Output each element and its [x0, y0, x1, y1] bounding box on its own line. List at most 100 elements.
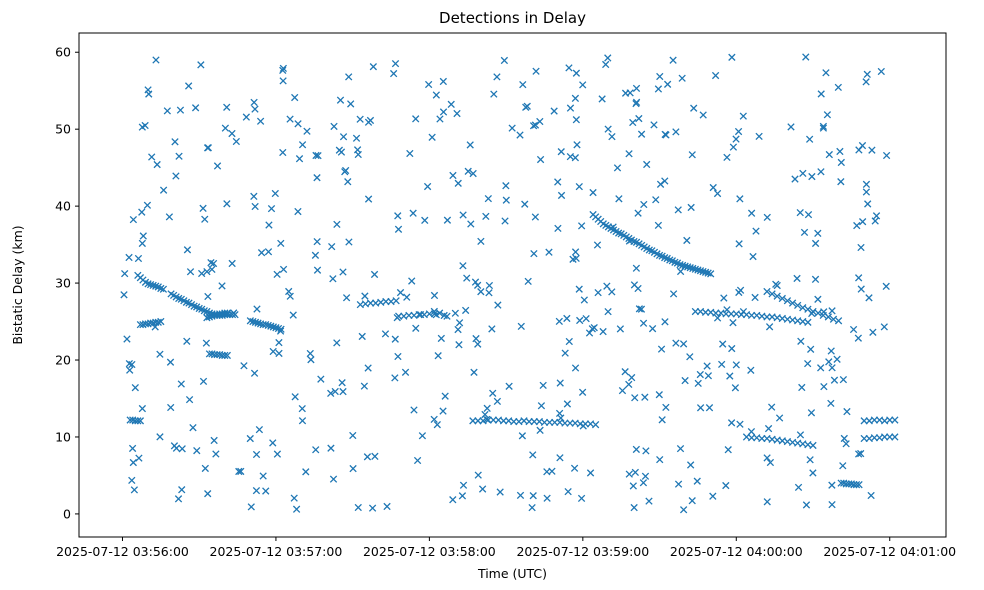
detection-point	[269, 323, 278, 331]
detection-point	[632, 445, 641, 454]
detection-point	[661, 254, 669, 262]
detection-point	[246, 317, 255, 325]
detection-point	[267, 204, 276, 213]
detection-point	[410, 406, 418, 414]
detection-point	[306, 349, 314, 358]
detection-point	[679, 340, 688, 348]
detection-point	[151, 323, 159, 331]
detection-point	[459, 481, 468, 489]
detection-point	[699, 267, 707, 276]
detection-point	[711, 71, 720, 80]
detection-point	[461, 306, 470, 315]
detection-point	[863, 70, 871, 78]
x-axis-title: Time (UTC)	[477, 566, 547, 581]
detection-point	[687, 203, 695, 212]
detection-point	[204, 292, 212, 301]
detection-point	[735, 240, 743, 248]
detection-point	[608, 288, 616, 296]
detection-point	[642, 447, 650, 455]
detection-point	[246, 434, 254, 443]
detection-point	[141, 121, 149, 130]
detection-point	[381, 330, 390, 338]
detection-point	[393, 314, 401, 322]
detection-point	[613, 164, 622, 172]
detection-point	[854, 450, 863, 458]
detection-point	[345, 238, 353, 246]
detection-point	[604, 307, 612, 316]
detection-point	[747, 209, 756, 217]
detection-point	[136, 417, 145, 425]
detection-point	[123, 335, 131, 343]
detection-point	[634, 209, 642, 217]
detection-point	[618, 386, 627, 395]
detection-point	[313, 266, 322, 274]
detection-point	[694, 266, 702, 274]
detection-point	[477, 288, 485, 296]
detection-point	[839, 375, 848, 384]
detection-point	[455, 341, 463, 349]
detection-point	[707, 270, 715, 278]
detection-point	[205, 313, 214, 321]
detection-point	[483, 415, 491, 424]
detection-point	[251, 105, 259, 113]
detection-point	[403, 293, 411, 301]
detection-point	[723, 306, 731, 314]
detection-point	[720, 294, 728, 302]
detection-point	[543, 468, 551, 476]
detection-point	[578, 388, 587, 396]
detection-point	[763, 213, 771, 222]
detection-point	[269, 439, 277, 447]
detection-point	[356, 115, 364, 123]
detection-point	[808, 309, 816, 318]
detection-point	[593, 241, 602, 249]
detection-point	[516, 491, 525, 500]
detection-point	[391, 374, 399, 382]
detection-point	[731, 384, 740, 392]
x-tick-label: 2025-07-12 04:01:00	[823, 544, 956, 559]
detection-point	[218, 282, 226, 290]
detection-point	[768, 403, 776, 411]
detection-point	[508, 124, 516, 132]
detection-point	[732, 135, 740, 143]
detection-point	[555, 317, 563, 326]
detection-point	[449, 171, 457, 180]
detection-point	[679, 506, 688, 514]
scatter-points	[120, 53, 899, 514]
detection-point	[529, 451, 537, 459]
detection-point	[655, 391, 663, 399]
detection-point	[747, 427, 756, 436]
detection-point	[271, 189, 279, 198]
detection-point	[524, 277, 532, 286]
detection-point	[251, 318, 260, 326]
detection-point	[823, 111, 832, 119]
detection-point	[817, 364, 825, 372]
detection-point	[148, 153, 156, 161]
detection-point	[138, 239, 146, 248]
detection-point	[563, 314, 571, 323]
detection-point	[577, 494, 586, 503]
detection-point	[855, 481, 863, 489]
y-tick-label: 30	[55, 276, 71, 291]
detection-point	[804, 318, 812, 326]
detection-point	[658, 416, 666, 424]
detection-point	[704, 372, 713, 380]
detection-point	[862, 188, 871, 196]
detection-point	[290, 494, 298, 502]
detection-point	[604, 125, 612, 133]
detection-point	[369, 63, 378, 71]
detection-point	[223, 200, 231, 208]
detection-point	[857, 285, 865, 293]
detection-point	[882, 282, 890, 290]
detection-point	[500, 56, 509, 65]
detection-point	[674, 206, 682, 214]
detection-point	[483, 404, 491, 412]
detection-point	[614, 229, 623, 237]
x-tick-label: 2025-07-12 03:59:00	[516, 544, 649, 559]
detection-point	[279, 64, 288, 73]
detection-point	[275, 338, 283, 347]
detection-point	[561, 349, 569, 357]
y-tick-label: 20	[55, 353, 71, 368]
detection-point	[672, 128, 680, 136]
detection-point	[557, 148, 565, 156]
detection-point	[686, 353, 694, 361]
